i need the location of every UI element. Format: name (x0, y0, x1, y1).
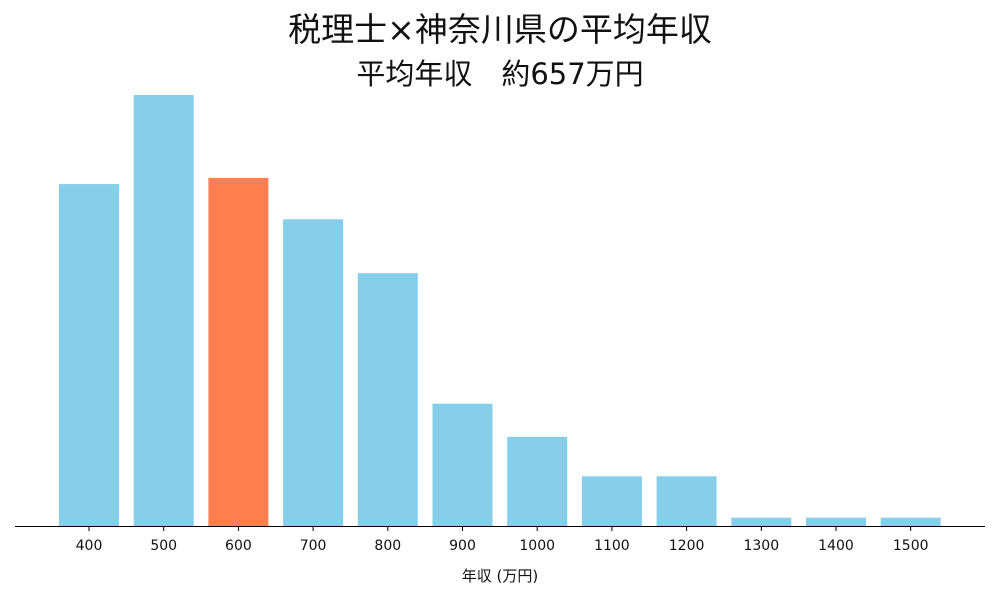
bar-1000 (507, 436, 568, 526)
x-tick-label-700: 700 (300, 538, 327, 554)
x-tick-label-900: 900 (449, 538, 476, 554)
bar-700 (283, 219, 344, 527)
x-tick-label-500: 500 (150, 538, 177, 554)
bar-1100 (581, 476, 642, 526)
x-tick-label-1400: 1400 (818, 538, 854, 554)
x-tick-label-1500: 1500 (893, 538, 929, 554)
bar-900 (432, 403, 493, 526)
x-tick-label-1300: 1300 (743, 538, 779, 554)
bar-800 (357, 273, 418, 526)
bars-group (59, 95, 941, 527)
x-tick-label-600: 600 (225, 538, 252, 554)
bar-400 (59, 184, 119, 526)
x-ticks-group: 400 500 600 700 800 900 1000 1100 1200 1300 1400 15… (76, 526, 929, 554)
x-tick-label-1100: 1100 (594, 538, 630, 554)
x-tick-label-800: 800 (374, 538, 401, 554)
bar-1300 (731, 517, 792, 526)
bar-1200 (656, 476, 717, 526)
bar-500 (133, 95, 194, 526)
bar-1500 (880, 517, 941, 526)
bar-600 (208, 177, 269, 526)
x-axis-label: 年収 (万円) (462, 567, 538, 585)
x-tick-label-1000: 1000 (519, 538, 555, 554)
bar-1400 (806, 517, 866, 526)
chart-subtitle: 平均年収 約657万円 (356, 57, 644, 91)
x-tick-label-400: 400 (76, 538, 103, 554)
chart-title: 税理士×神奈川県の平均年収 (288, 10, 712, 49)
x-tick-label-1200: 1200 (669, 538, 705, 554)
